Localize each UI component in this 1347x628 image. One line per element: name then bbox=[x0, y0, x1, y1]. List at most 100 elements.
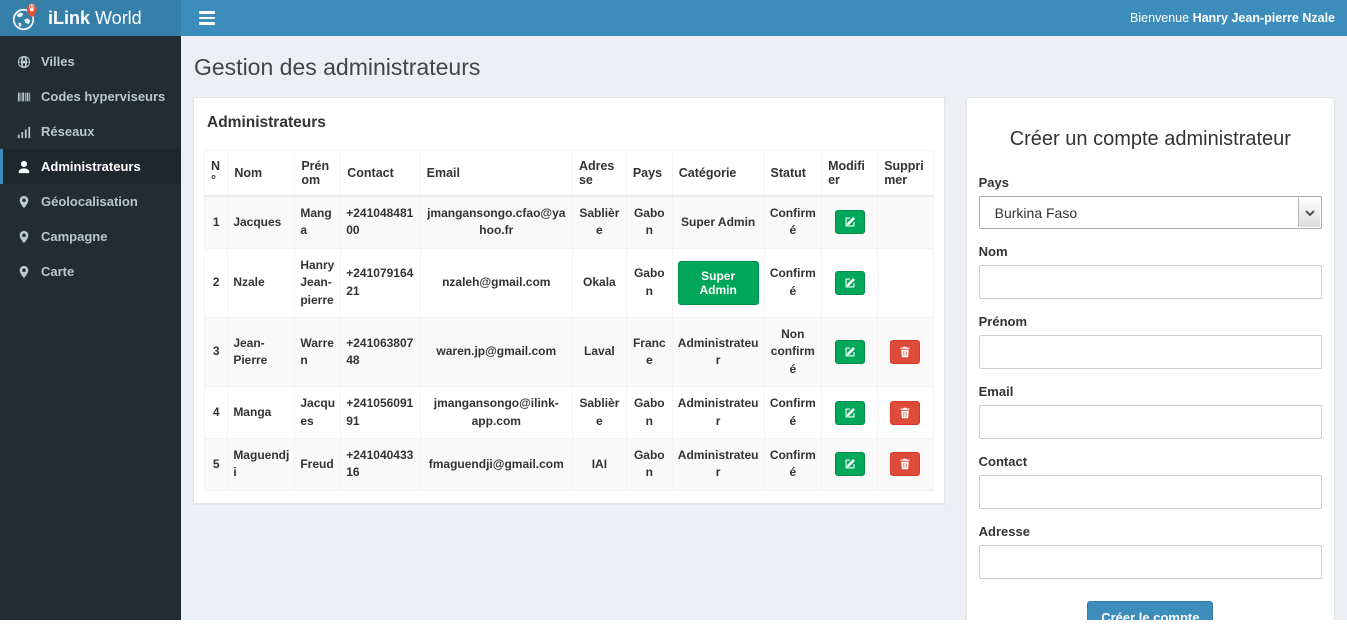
edit-icon bbox=[844, 407, 856, 419]
user-menu[interactable]: Bienvenue Hanry Jean-pierre Nzale bbox=[1130, 11, 1335, 25]
adresse-input[interactable] bbox=[978, 545, 1322, 579]
contact-field: Contact bbox=[978, 454, 1322, 509]
barcode-icon bbox=[17, 90, 31, 104]
cell-pays: Gabon bbox=[625, 437, 673, 491]
cell-adresse: Sablière bbox=[571, 195, 627, 249]
sidebar-item-codes-hyperviseurs[interactable]: Codes hyperviseurs bbox=[0, 79, 181, 114]
cell-adresse: Sablière bbox=[571, 386, 627, 439]
cell-contact: +24107916421 bbox=[340, 247, 421, 318]
contact-label: Contact bbox=[978, 454, 1028, 469]
email-input[interactable] bbox=[978, 405, 1322, 439]
cell-email: jmangansongo.cfao@yahoo.fr bbox=[419, 195, 573, 249]
cell-adresse: IAI bbox=[571, 437, 627, 491]
create-account-title: Créer un compte administrateur bbox=[1009, 128, 1291, 150]
cell-modifier bbox=[821, 247, 879, 318]
super-admin-button[interactable]: Super Admin bbox=[677, 260, 759, 305]
create-account-panel: Créer un compte administrateur Pays Burk… bbox=[965, 97, 1335, 628]
pays-field: Pays Burkina Faso bbox=[978, 175, 1322, 229]
cell-prenom: Freud bbox=[294, 437, 342, 491]
sidebar-item-campagne[interactable]: Campagne bbox=[0, 219, 181, 254]
cell-supprimer bbox=[877, 316, 934, 388]
sidebar-item-label: Administrateurs bbox=[41, 159, 141, 174]
map-marker-icon bbox=[17, 265, 31, 279]
cell-supprimer bbox=[877, 386, 934, 439]
prenom-input[interactable] bbox=[978, 335, 1322, 369]
sidebar-item-geolocalisation[interactable]: Géolocalisation bbox=[0, 184, 181, 219]
sidebar-item-reseaux[interactable]: Réseaux bbox=[0, 114, 181, 149]
column-header: N° bbox=[203, 150, 229, 197]
cell-categorie: Administrateur bbox=[671, 437, 765, 491]
sidebar-item-administrateurs[interactable]: Administrateurs bbox=[0, 149, 181, 184]
column-header: Catégorie bbox=[671, 150, 765, 197]
table-row: 3 Jean-Pierre Warren +24106380748 waren.jp@g… bbox=[203, 316, 934, 388]
sidebar-item-label: Codes hyperviseurs bbox=[41, 89, 166, 104]
trash-icon bbox=[899, 407, 911, 419]
adresse-field: Adresse bbox=[978, 524, 1322, 579]
cell-email: fmaguendji@gmail.com bbox=[419, 437, 573, 491]
contact-input[interactable] bbox=[978, 475, 1322, 509]
column-header: Contact bbox=[340, 150, 421, 197]
navbar: Bienvenue Hanry Jean-pierre Nzale bbox=[181, 0, 1347, 36]
cell-categorie: Administrateur bbox=[671, 386, 765, 439]
sidebar-item-label: Villes bbox=[41, 54, 75, 69]
edit-button[interactable] bbox=[834, 270, 865, 295]
edit-icon bbox=[844, 216, 856, 228]
table-row: 4 Manga Jacques +24105609191 jmangansongo@il… bbox=[203, 386, 934, 439]
cell-contact: +24104848100 bbox=[340, 195, 421, 249]
cell-prenom: Manga bbox=[294, 195, 342, 249]
app-logo-area[interactable]: $ iLink World bbox=[0, 0, 181, 36]
column-header: Pays bbox=[625, 150, 673, 197]
cell-num: 4 bbox=[203, 386, 229, 439]
cell-statut: Confirmé bbox=[763, 386, 823, 439]
cell-pays: Gabon bbox=[625, 195, 673, 249]
cell-num: 3 bbox=[203, 316, 229, 388]
pays-select[interactable]: Burkina Faso bbox=[979, 197, 1321, 228]
cell-prenom: Hanry Jean-pierre bbox=[294, 247, 342, 318]
column-header: Nom bbox=[227, 150, 296, 197]
cell-nom: Maguendji bbox=[227, 437, 296, 491]
delete-button[interactable] bbox=[890, 340, 921, 365]
edit-button[interactable] bbox=[834, 452, 865, 477]
cell-num: 1 bbox=[203, 195, 229, 249]
cell-email: jmangansongo@ilink-app.com bbox=[419, 386, 573, 439]
sidebar-item-label: Réseaux bbox=[41, 124, 95, 139]
delete-button[interactable] bbox=[890, 400, 921, 425]
edit-icon bbox=[844, 458, 856, 470]
table-row: 2 Nzale Hanry Jean-pierre +24107916421 nzale… bbox=[203, 247, 934, 318]
sidebar-item-label: Campagne bbox=[41, 229, 108, 244]
nom-field: Nom bbox=[978, 244, 1322, 299]
nom-label: Nom bbox=[978, 244, 1008, 259]
sidebar: Villes Codes hyperviseurs Réseaux Administr… bbox=[0, 36, 181, 628]
cell-adresse: Okala bbox=[571, 247, 627, 318]
cell-modifier bbox=[821, 437, 879, 491]
cell-adresse: Laval bbox=[571, 316, 627, 388]
nom-input[interactable] bbox=[978, 265, 1322, 299]
sidebar-item-carte[interactable]: Carte bbox=[0, 254, 181, 289]
map-marker-icon bbox=[17, 195, 31, 209]
page-title: Gestion des administrateurs bbox=[194, 54, 481, 80]
admins-panel: Administrateurs N° Nom Prénom Contact Email A… bbox=[193, 97, 945, 504]
cell-num: 5 bbox=[203, 437, 229, 491]
cell-supprimer bbox=[877, 247, 934, 318]
user-icon bbox=[17, 160, 31, 174]
cell-email: waren.jp@gmail.com bbox=[419, 316, 573, 388]
column-header: Statut bbox=[763, 150, 823, 197]
sidebar-toggle-icon[interactable] bbox=[193, 5, 223, 31]
cell-categorie: Administrateur bbox=[671, 316, 765, 388]
delete-button[interactable] bbox=[890, 452, 921, 477]
cell-pays: Gabon bbox=[625, 386, 673, 439]
edit-button[interactable] bbox=[834, 400, 865, 425]
edit-button[interactable] bbox=[834, 210, 865, 235]
cell-nom: Nzale bbox=[227, 247, 296, 318]
edit-button[interactable] bbox=[834, 340, 865, 365]
cell-prenom: Jacques bbox=[294, 386, 342, 439]
map-marker-icon bbox=[17, 230, 31, 244]
cell-pays: Gabon bbox=[625, 247, 673, 318]
prenom-label: Prénom bbox=[978, 314, 1028, 329]
column-header: Supprimer bbox=[877, 150, 934, 197]
cell-prenom: Warren bbox=[294, 316, 342, 388]
globe-icon bbox=[17, 55, 31, 69]
prenom-field: Prénom bbox=[978, 314, 1322, 369]
cell-email: nzaleh@gmail.com bbox=[419, 247, 573, 318]
sidebar-item-villes[interactable]: Villes bbox=[0, 44, 181, 79]
